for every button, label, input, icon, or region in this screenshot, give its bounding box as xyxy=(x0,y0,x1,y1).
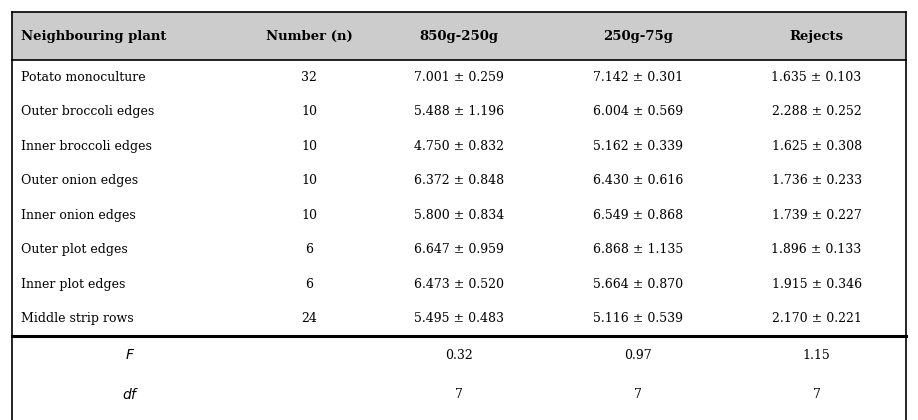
Text: 5.800 ± 0.834: 5.800 ± 0.834 xyxy=(414,209,504,222)
Text: 7: 7 xyxy=(633,388,642,401)
Text: 32: 32 xyxy=(301,71,318,84)
Text: 6.647 ± 0.959: 6.647 ± 0.959 xyxy=(414,243,504,256)
Text: Inner onion edges: Inner onion edges xyxy=(21,209,136,222)
Text: 2.170 ± 0.221: 2.170 ± 0.221 xyxy=(772,312,861,325)
Text: Inner plot edges: Inner plot edges xyxy=(21,278,126,291)
Text: 1.625 ± 0.308: 1.625 ± 0.308 xyxy=(771,140,862,153)
Text: Number (n): Number (n) xyxy=(266,30,353,43)
Text: 7: 7 xyxy=(812,388,821,401)
Text: 6.549 ± 0.868: 6.549 ± 0.868 xyxy=(593,209,683,222)
Text: $\bf{\it{df}}$: $\bf{\it{df}}$ xyxy=(122,387,140,402)
Text: 1.896 ± 0.133: 1.896 ± 0.133 xyxy=(771,243,862,256)
Text: 10: 10 xyxy=(301,140,318,153)
Text: 6: 6 xyxy=(306,278,313,291)
Text: 6.868 ± 1.135: 6.868 ± 1.135 xyxy=(593,243,683,256)
Text: 0.97: 0.97 xyxy=(624,349,652,362)
Text: 5.116 ± 0.539: 5.116 ± 0.539 xyxy=(593,312,683,325)
Text: Outer plot edges: Outer plot edges xyxy=(21,243,128,256)
Text: 0.32: 0.32 xyxy=(445,349,473,362)
Text: 850g-250g: 850g-250g xyxy=(420,30,498,43)
Text: Middle strip rows: Middle strip rows xyxy=(21,312,134,325)
Text: 6.372 ± 0.848: 6.372 ± 0.848 xyxy=(414,174,504,187)
Text: 5.664 ± 0.870: 5.664 ± 0.870 xyxy=(593,278,683,291)
Text: 5.495 ± 0.483: 5.495 ± 0.483 xyxy=(414,312,504,325)
Text: 10: 10 xyxy=(301,209,318,222)
Text: 7: 7 xyxy=(455,388,463,401)
Text: 250g-75g: 250g-75g xyxy=(603,30,673,43)
Text: 6: 6 xyxy=(306,243,313,256)
Text: $\bf{\it{F}}$: $\bf{\it{F}}$ xyxy=(126,348,136,362)
Text: 1.739 ± 0.227: 1.739 ± 0.227 xyxy=(772,209,861,222)
Text: 1.736 ± 0.233: 1.736 ± 0.233 xyxy=(771,174,862,187)
Text: 1.15: 1.15 xyxy=(802,349,831,362)
Text: Inner broccoli edges: Inner broccoli edges xyxy=(21,140,152,153)
Text: 1.915 ± 0.346: 1.915 ± 0.346 xyxy=(771,278,862,291)
Text: Outer onion edges: Outer onion edges xyxy=(21,174,139,187)
Bar xyxy=(12,12,906,60)
Text: 6.473 ± 0.520: 6.473 ± 0.520 xyxy=(414,278,504,291)
Text: 5.162 ± 0.339: 5.162 ± 0.339 xyxy=(593,140,683,153)
Text: 7.142 ± 0.301: 7.142 ± 0.301 xyxy=(593,71,683,84)
Text: Potato monoculture: Potato monoculture xyxy=(21,71,146,84)
Text: 24: 24 xyxy=(301,312,318,325)
Text: 1.635 ± 0.103: 1.635 ± 0.103 xyxy=(771,71,862,84)
Text: 7.001 ± 0.259: 7.001 ± 0.259 xyxy=(414,71,504,84)
Text: 2.288 ± 0.252: 2.288 ± 0.252 xyxy=(772,105,861,118)
Text: 10: 10 xyxy=(301,105,318,118)
Text: 10: 10 xyxy=(301,174,318,187)
Text: 6.004 ± 0.569: 6.004 ± 0.569 xyxy=(593,105,683,118)
Text: 6.430 ± 0.616: 6.430 ± 0.616 xyxy=(593,174,683,187)
Text: Outer broccoli edges: Outer broccoli edges xyxy=(21,105,154,118)
Text: 5.488 ± 1.196: 5.488 ± 1.196 xyxy=(414,105,504,118)
Text: Rejects: Rejects xyxy=(789,30,844,43)
Text: Neighbouring plant: Neighbouring plant xyxy=(21,30,166,43)
Text: 4.750 ± 0.832: 4.750 ± 0.832 xyxy=(414,140,504,153)
